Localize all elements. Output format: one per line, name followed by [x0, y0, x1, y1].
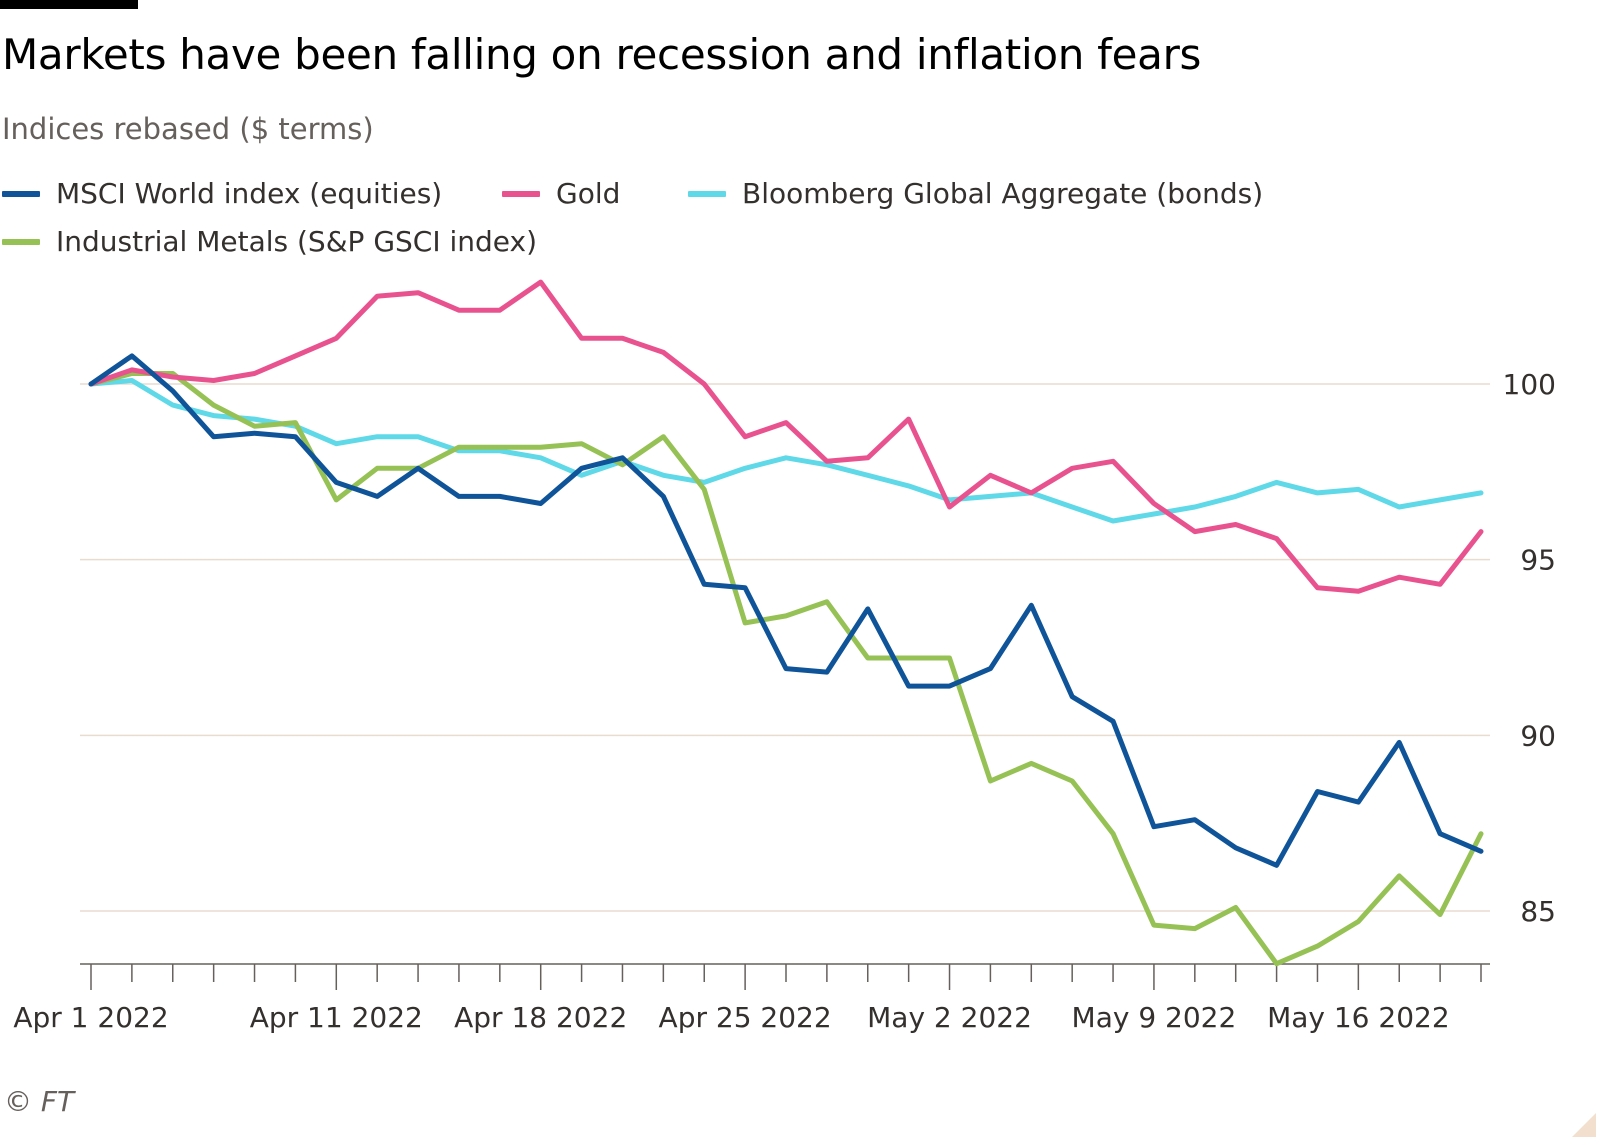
x-tick-label: Apr 25 2022 [659, 1001, 832, 1034]
legend-label-gold: Gold [556, 177, 621, 210]
legend-swatch-msci [2, 190, 40, 197]
legend-label-msci: MSCI World index (equities) [56, 177, 443, 210]
legend-item-bonds: Bloomberg Global Aggregate (bonds) [688, 177, 1263, 210]
x-tick-label: Apr 1 2022 [13, 1001, 168, 1034]
chart-subtitle: Indices rebased ($ terms) [2, 112, 374, 146]
y-tick-label-95: 95 [1520, 544, 1556, 577]
series-line-msci [88, 353, 1484, 868]
series-line-industrial [88, 371, 1484, 967]
legend-item-gold: Gold [502, 177, 620, 210]
x-tick-label: May 9 2022 [1072, 1001, 1237, 1034]
source-credit: © FT [4, 1085, 75, 1118]
series-line-gold [88, 279, 1484, 594]
x-tick-label: May 16 2022 [1267, 1001, 1450, 1034]
x-tick-labels: Apr 1 2022 Apr 11 2022 Apr 18 2022 Apr 25 2… [13, 1001, 1449, 1034]
legend-swatch-bonds [688, 190, 726, 197]
legend-label-bonds: Bloomberg Global Aggregate (bonds) [742, 177, 1264, 210]
grid-layer [80, 383, 1490, 912]
x-tick-label: May 2 2022 [867, 1001, 1032, 1034]
legend-swatch-gold [502, 190, 540, 197]
y-tick-label-85: 85 [1520, 895, 1556, 928]
y-tick-label-90: 90 [1520, 719, 1556, 752]
x-tick-label: Apr 18 2022 [454, 1001, 627, 1034]
series-line-bloomberg [88, 378, 1484, 524]
brand-bar [0, 0, 138, 9]
legend-label-metals: Industrial Metals (S&P GSCI index) [56, 225, 538, 258]
y-tick-label-100: 100 [1503, 368, 1556, 401]
legend-item-metals: Industrial Metals (S&P GSCI index) [2, 225, 537, 258]
corner-mark [1572, 1113, 1596, 1137]
chart-title: Markets have been falling on recession a… [2, 30, 1202, 79]
legend-item-msci: MSCI World index (equities) [2, 177, 442, 210]
legend-swatch-metals [2, 238, 40, 245]
y-axis: 85 90 95 100 [1503, 368, 1556, 928]
x-tick-label: Apr 11 2022 [250, 1001, 423, 1034]
series-layer [88, 279, 1484, 967]
x-axis [80, 963, 1490, 990]
